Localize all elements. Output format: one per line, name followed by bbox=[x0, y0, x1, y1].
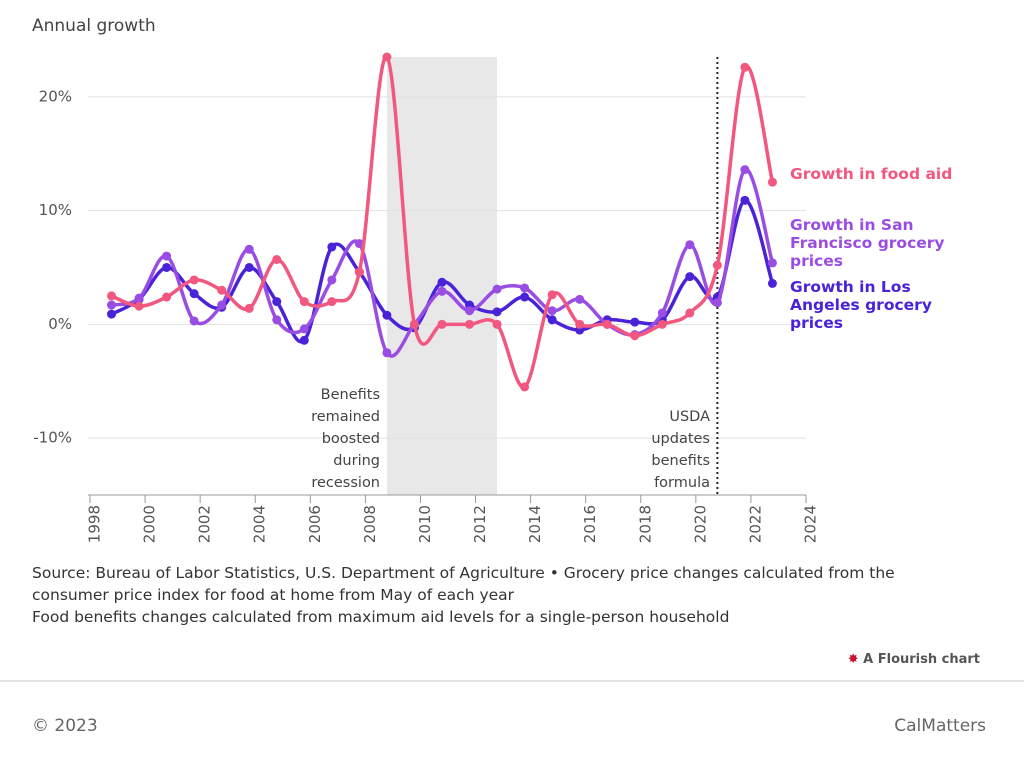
point bbox=[685, 308, 695, 318]
x-tick-label: 2006 bbox=[306, 505, 324, 543]
copyright: © 2023 bbox=[32, 716, 98, 736]
notes: Source: Bureau of Labor Statistics, U.S.… bbox=[32, 562, 962, 628]
point bbox=[189, 275, 199, 285]
point bbox=[657, 319, 667, 329]
point bbox=[492, 284, 502, 294]
point bbox=[437, 319, 447, 329]
point bbox=[244, 244, 254, 254]
y-tick-label: 20% bbox=[39, 87, 72, 105]
point bbox=[299, 324, 309, 334]
x-tick-label: 2012 bbox=[471, 505, 489, 543]
point bbox=[327, 242, 337, 252]
x-tick-label: 2008 bbox=[361, 505, 379, 543]
point bbox=[162, 251, 172, 261]
point bbox=[520, 283, 530, 293]
point bbox=[107, 300, 117, 310]
point bbox=[299, 335, 309, 345]
shade-annotation: Benefits remained boosted during recessi… bbox=[311, 387, 380, 491]
point bbox=[630, 331, 640, 341]
x-tick-label: 2018 bbox=[636, 505, 654, 543]
point bbox=[520, 382, 530, 392]
point bbox=[520, 292, 530, 302]
chart: Annual growth 20% 10% 0% -10% 1998 2000 2002 20… bbox=[32, 16, 820, 543]
point bbox=[712, 260, 722, 270]
point bbox=[630, 317, 640, 327]
point bbox=[162, 292, 172, 302]
x-tick-label: 2024 bbox=[802, 505, 820, 543]
legend-label: Growth in San Francisco grocery prices bbox=[790, 216, 945, 270]
point bbox=[547, 315, 557, 325]
credit: ✸ A Flourish chart bbox=[847, 652, 980, 667]
point bbox=[602, 319, 612, 329]
point bbox=[465, 306, 475, 316]
point bbox=[327, 275, 337, 285]
x-tick-label: 2020 bbox=[691, 505, 709, 543]
point bbox=[189, 316, 199, 326]
point bbox=[657, 308, 667, 318]
point bbox=[767, 278, 777, 288]
point bbox=[272, 255, 282, 265]
point bbox=[272, 297, 282, 307]
reference-annotation: USDA updates benefits formula bbox=[651, 409, 710, 491]
point bbox=[437, 286, 447, 296]
publisher: CalMatters bbox=[894, 716, 986, 736]
point bbox=[107, 309, 117, 319]
point bbox=[162, 262, 172, 272]
x-tick-label: 2004 bbox=[251, 505, 269, 543]
x-tick-label: 2010 bbox=[416, 505, 434, 543]
x-tick-label: 2002 bbox=[196, 505, 214, 543]
x-tick-label: 2022 bbox=[746, 505, 764, 543]
series bbox=[107, 52, 777, 392]
point bbox=[685, 240, 695, 250]
legend-label: Growth in food aid bbox=[790, 165, 953, 183]
point bbox=[382, 310, 392, 320]
legend-label: Growth in Los Angeles grocery prices bbox=[790, 278, 932, 332]
x-tick-label: 2016 bbox=[581, 505, 599, 543]
point bbox=[740, 165, 750, 175]
divider bbox=[0, 680, 1024, 682]
x-tick-label: 2000 bbox=[141, 505, 159, 543]
point bbox=[299, 297, 309, 307]
point bbox=[492, 307, 502, 317]
point bbox=[382, 52, 392, 62]
point bbox=[740, 195, 750, 205]
point bbox=[134, 293, 144, 303]
point bbox=[437, 277, 447, 287]
point bbox=[767, 258, 777, 268]
point bbox=[767, 177, 777, 187]
point bbox=[107, 291, 117, 301]
point bbox=[547, 306, 557, 316]
point bbox=[575, 294, 585, 304]
point bbox=[685, 272, 695, 282]
point bbox=[217, 300, 227, 310]
y-tick-label: 0% bbox=[48, 315, 72, 333]
point bbox=[409, 319, 419, 329]
series bbox=[107, 165, 777, 358]
point bbox=[189, 289, 199, 299]
point bbox=[327, 297, 337, 307]
point bbox=[244, 303, 254, 313]
point bbox=[740, 62, 750, 72]
shaded-range bbox=[386, 57, 498, 495]
point bbox=[465, 319, 475, 329]
point bbox=[134, 301, 144, 311]
y-tick-label: 10% bbox=[39, 201, 72, 219]
credit-text: A Flourish chart bbox=[863, 652, 980, 667]
point bbox=[244, 262, 254, 272]
note: Food benefits changes calculated from ma… bbox=[32, 608, 730, 626]
point bbox=[217, 285, 227, 295]
point bbox=[354, 267, 364, 277]
x-tick-label: 2014 bbox=[526, 505, 544, 543]
y-axis-title: Annual growth bbox=[32, 16, 156, 36]
x-tick-label: 1998 bbox=[86, 505, 104, 543]
point bbox=[492, 319, 502, 329]
point bbox=[575, 319, 585, 329]
point bbox=[547, 290, 557, 300]
point bbox=[272, 315, 282, 325]
y-tick-label: -10% bbox=[33, 429, 72, 447]
point bbox=[382, 348, 392, 358]
note: Source: Bureau of Labor Statistics, U.S.… bbox=[32, 564, 895, 604]
point bbox=[712, 298, 722, 308]
